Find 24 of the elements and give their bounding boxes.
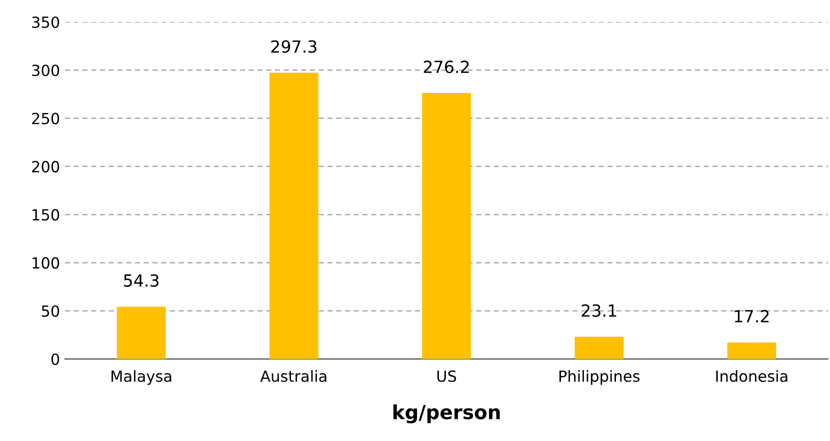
data-label: 276.2 xyxy=(424,60,469,74)
bar xyxy=(116,306,166,359)
x-tick-label: Australia xyxy=(260,370,326,382)
x-tick-label: US xyxy=(437,370,456,382)
x-axis-title: kg/person xyxy=(393,404,500,424)
bar xyxy=(727,342,776,359)
y-tick-label: 300 xyxy=(32,64,60,76)
bar xyxy=(422,93,471,359)
data-label: 54.3 xyxy=(124,274,159,287)
y-tick-label: 200 xyxy=(32,160,60,172)
y-tick-label: 50 xyxy=(42,305,60,317)
data-label: 297.3 xyxy=(271,40,316,53)
x-tick-label: Philippines xyxy=(559,370,640,385)
y-tick-label: 0 xyxy=(51,353,60,366)
y-tick-label: 250 xyxy=(32,112,60,124)
bar xyxy=(574,336,624,359)
x-tick-label: Indonesia xyxy=(716,370,788,382)
y-tick-label: 100 xyxy=(32,257,60,269)
x-tick-label: Malaysa xyxy=(112,370,172,385)
y-tick-label: 150 xyxy=(32,209,60,221)
bar xyxy=(269,72,318,359)
y-tick-label: 350 xyxy=(32,16,60,28)
data-label: 23.1 xyxy=(582,304,616,317)
data-label: 17.2 xyxy=(734,310,769,322)
